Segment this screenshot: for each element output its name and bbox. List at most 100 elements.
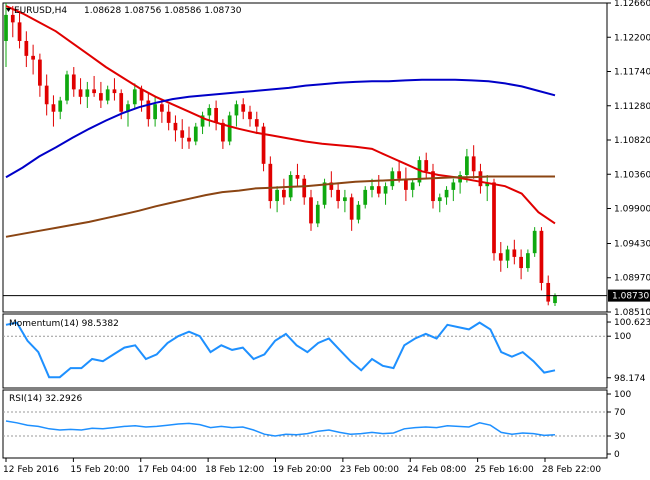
candle-body xyxy=(498,253,503,261)
candle-body xyxy=(370,186,374,190)
candle-body xyxy=(553,295,557,304)
rsi-tick-label: 70 xyxy=(614,408,626,418)
candle-body xyxy=(92,89,96,94)
candle-body xyxy=(478,171,483,187)
momentum-tick-label: 98.174 xyxy=(614,374,646,384)
candle-body xyxy=(282,189,286,198)
chart-title: EURUSD,H4 xyxy=(14,6,67,16)
moving-averages xyxy=(5,5,556,238)
time-tick-label: 18 Feb 12:00 xyxy=(205,465,264,475)
grid-lines xyxy=(3,335,607,437)
rsi-tick-label: 30 xyxy=(614,432,626,442)
price-tick-label: 1.12660 xyxy=(614,0,650,9)
candle-body xyxy=(44,85,49,105)
candle-body xyxy=(329,182,334,190)
price-tick-label: 1.11740 xyxy=(614,68,650,78)
candle-body xyxy=(234,104,239,116)
candle-body xyxy=(322,182,327,205)
moving-average-line-3 xyxy=(5,175,555,238)
rsi-tick-label: 0 xyxy=(614,450,620,460)
candle-body xyxy=(343,197,347,202)
candle-body xyxy=(241,104,246,112)
candle-body xyxy=(71,74,76,90)
candle-body xyxy=(31,55,35,60)
moving-average-line-2 xyxy=(5,78,556,179)
candle-body xyxy=(51,104,56,112)
candle-body xyxy=(180,130,185,138)
candle-body xyxy=(38,59,42,86)
momentum-title: Momentum(14) 98.5382 xyxy=(9,319,119,329)
time-tick-label: 12 Feb 2016 xyxy=(3,465,59,475)
rsi-title: RSI(14) 32.2926 xyxy=(9,394,82,404)
candle-body xyxy=(309,197,313,224)
rsi-tick-label: 100 xyxy=(614,390,631,400)
candle-body xyxy=(519,256,523,269)
candle-body xyxy=(492,182,496,254)
candle-body xyxy=(261,126,266,164)
candle-body xyxy=(539,230,544,283)
candle-body xyxy=(132,89,137,105)
panel-frame-1 xyxy=(2,2,608,313)
candle-body xyxy=(295,174,300,179)
price-tick-label: 1.12200 xyxy=(614,33,650,43)
candle-body xyxy=(546,282,551,302)
time-tick-label: 28 Feb 22:00 xyxy=(542,465,601,475)
candle-body xyxy=(58,100,63,112)
time-tick-label: 17 Feb 04:00 xyxy=(138,465,197,475)
candle-body xyxy=(356,204,361,220)
candle-body xyxy=(173,122,178,131)
candle-body xyxy=(471,156,476,172)
panel-frame-3 xyxy=(2,389,608,459)
candle-body xyxy=(376,186,381,194)
candle-body xyxy=(532,230,537,254)
time-tick-label: 25 Feb 16:00 xyxy=(475,465,534,475)
candle-body xyxy=(160,104,164,112)
price-tick-label: 1.08970 xyxy=(614,274,650,284)
candle-body xyxy=(404,178,408,190)
candle-body xyxy=(336,189,340,202)
candle-body xyxy=(268,163,273,202)
candle-body xyxy=(444,189,449,198)
candle-body xyxy=(4,14,8,41)
candle-body xyxy=(207,107,212,116)
ohlc-values: 1.08628 1.08756 1.08586 1.08730 xyxy=(84,6,242,16)
momentum-tick-label: 100 xyxy=(614,332,631,342)
candle-body xyxy=(10,14,15,23)
candle-body xyxy=(248,111,252,120)
moving-average-line-1 xyxy=(5,5,556,225)
candle-body xyxy=(465,156,469,175)
candle-body xyxy=(99,93,103,101)
candle-body xyxy=(505,249,510,261)
candle-body xyxy=(349,197,354,220)
momentum-line xyxy=(5,321,556,379)
candle-body xyxy=(187,137,191,142)
candle-body xyxy=(24,40,29,56)
chart-frames xyxy=(2,2,608,459)
candle-body xyxy=(512,249,517,257)
candle-body xyxy=(85,89,90,97)
price-tick-label: 1.08510 xyxy=(614,308,650,318)
candle-body xyxy=(126,104,130,112)
candle-body xyxy=(166,111,171,123)
candle-body xyxy=(17,22,22,41)
candle-body xyxy=(383,186,388,194)
candle-body xyxy=(431,171,435,202)
candle-body xyxy=(65,74,69,101)
indicators xyxy=(5,321,556,437)
current-price-label: 1.08730 xyxy=(612,292,649,302)
candle-body xyxy=(526,253,530,269)
candles xyxy=(4,3,557,307)
candle-body xyxy=(146,100,151,120)
candle-body xyxy=(397,171,401,179)
chart-menu-triangle-icon xyxy=(6,8,11,12)
candle-body xyxy=(275,189,279,202)
price-tick-label: 1.09430 xyxy=(614,239,650,249)
candle-body xyxy=(112,89,117,94)
price-tick-label: 1.10820 xyxy=(614,136,650,146)
candle-body xyxy=(390,171,395,187)
time-tick-label: 23 Feb 00:00 xyxy=(340,465,399,475)
candle-body xyxy=(410,182,415,190)
candle-body xyxy=(485,182,490,187)
candle-body xyxy=(221,122,225,142)
